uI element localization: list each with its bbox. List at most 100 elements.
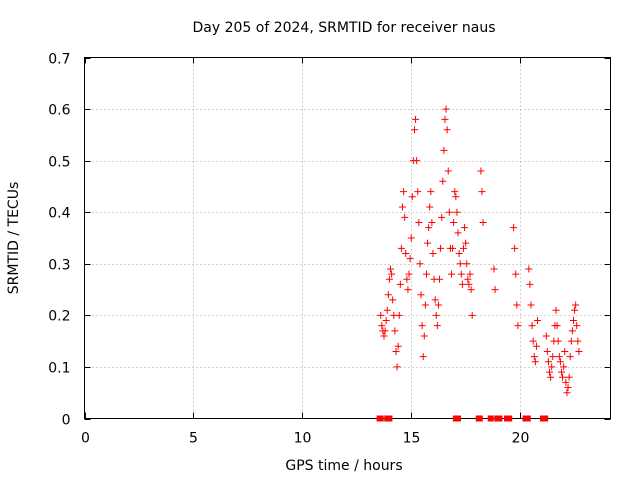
data-point [415, 219, 423, 227]
data-point [527, 301, 535, 309]
chart-title: Day 205 of 2024, SRMTID for receiver nau… [192, 20, 495, 36]
data-point [567, 337, 575, 345]
data-point [381, 327, 389, 335]
data-point [477, 167, 485, 175]
data-point [408, 193, 416, 201]
data-point [412, 115, 420, 123]
y-tick-label: 0.3 [48, 258, 70, 274]
data-point [552, 306, 560, 314]
data-point [451, 188, 459, 196]
data-point [547, 373, 555, 381]
data-point [433, 322, 441, 330]
data-point [463, 260, 471, 268]
zero-point [487, 415, 494, 422]
data-point [464, 275, 472, 283]
data-point [429, 249, 437, 257]
y-tick-label: 0 [62, 413, 71, 429]
data-point [462, 239, 470, 247]
data-point [449, 244, 457, 252]
gridlines [84, 57, 611, 419]
data-point [438, 213, 446, 221]
x-tick-labels: 0 5 10 15 20 [81, 431, 529, 447]
data-point [465, 280, 473, 288]
data-point [391, 327, 399, 335]
data-point [378, 322, 386, 330]
data-point [562, 378, 570, 386]
data-point [566, 353, 574, 361]
data-point [573, 322, 581, 330]
data-point [424, 239, 432, 247]
data-point [432, 311, 440, 319]
data-point [563, 389, 571, 397]
data-point [425, 224, 433, 232]
data-point [436, 275, 444, 283]
data-point [444, 167, 452, 175]
data-point [437, 244, 445, 252]
data-point [542, 332, 550, 340]
data-point [459, 244, 467, 252]
zero-point [524, 415, 531, 422]
data-point [442, 105, 450, 113]
x-tick-label: 10 [294, 431, 312, 447]
data-point [453, 208, 461, 216]
x-tick-label: 15 [403, 431, 421, 447]
data-point [564, 384, 572, 392]
data-point [439, 177, 447, 185]
y-tick-label: 0.5 [48, 155, 70, 171]
zero-point [386, 415, 393, 422]
data-point [397, 244, 405, 252]
zero-point [506, 415, 513, 422]
data-point [560, 363, 568, 371]
data-point [548, 363, 556, 371]
x-tick-label: 5 [189, 431, 198, 447]
data-point [458, 280, 466, 288]
data-point [571, 306, 579, 314]
data-point [413, 157, 421, 165]
data-point [418, 322, 426, 330]
y-tick-label: 0.4 [48, 206, 70, 222]
zero-point [455, 415, 462, 422]
data-point [401, 213, 409, 221]
data-point [556, 358, 564, 366]
data-point [544, 358, 552, 366]
data-point [457, 270, 465, 278]
data-point [549, 353, 557, 361]
data-point [557, 368, 565, 376]
data-point [530, 353, 538, 361]
data-point [572, 301, 580, 309]
data-point [421, 301, 429, 309]
data-point [528, 322, 536, 330]
data-point [455, 249, 463, 257]
data-point [554, 337, 562, 345]
data-point [393, 363, 401, 371]
data-point [561, 347, 569, 355]
zero-point [496, 415, 503, 422]
data-point [395, 311, 403, 319]
zero-point [377, 415, 384, 422]
data-point [427, 188, 435, 196]
data-point [405, 270, 413, 278]
data-point [400, 188, 408, 196]
data-point [514, 322, 522, 330]
data-point [534, 317, 542, 325]
data-point [546, 368, 554, 376]
data-point [380, 332, 388, 340]
data-point [396, 280, 404, 288]
data-point [402, 249, 410, 257]
data-point [441, 115, 449, 123]
axis-ticks [84, 57, 611, 420]
data-point [385, 275, 393, 283]
zero-point [476, 415, 483, 422]
zero-point [542, 415, 549, 422]
data-point [448, 270, 456, 278]
data-points [376, 105, 583, 422]
data-point [531, 358, 539, 366]
plot-frame [84, 57, 611, 419]
data-point [382, 317, 390, 325]
data-point [490, 265, 498, 273]
data-point [414, 188, 422, 196]
data-point [384, 291, 392, 299]
data-point [478, 188, 486, 196]
data-point [419, 353, 427, 361]
